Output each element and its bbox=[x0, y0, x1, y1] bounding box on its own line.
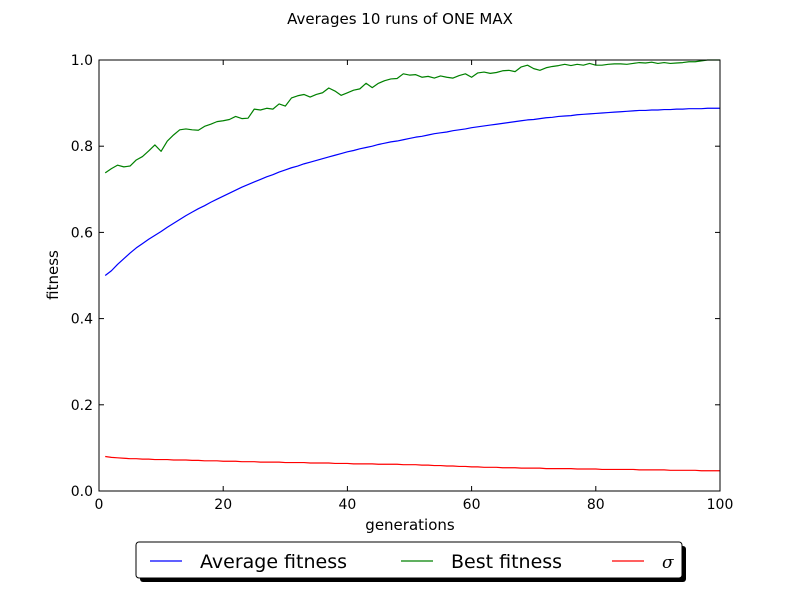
y-tick-label: 0.8 bbox=[71, 139, 93, 155]
x-tick-label: 100 bbox=[707, 497, 734, 513]
y-axis-label: fitness bbox=[44, 250, 62, 300]
legend-label-1: Best fitness bbox=[451, 551, 562, 573]
y-tick-label: 0.2 bbox=[71, 398, 93, 414]
legend-label-2: σ bbox=[662, 553, 674, 573]
series-layer bbox=[104, 59, 720, 472]
x-tick-label: 0 bbox=[95, 497, 104, 513]
series-line-1 bbox=[104, 59, 720, 174]
x-tick-label: 60 bbox=[463, 497, 481, 513]
x-tick-label: 20 bbox=[214, 497, 232, 513]
chart-title: Averages 10 runs of ONE MAX bbox=[287, 10, 513, 28]
y-axis-tick-labels: 0.0 0.2 0.4 0.6 0.8 1.0 bbox=[71, 53, 93, 500]
legend-box bbox=[135, 541, 683, 579]
y-tick-label: 1.0 bbox=[71, 53, 93, 69]
y-tick-label: 0.6 bbox=[71, 225, 93, 241]
plot-area bbox=[98, 59, 721, 492]
legend: Average fitness Best fitness σ bbox=[135, 541, 686, 582]
plot-frame bbox=[98, 59, 721, 492]
x-axis-label: generations bbox=[365, 516, 455, 534]
legend-label-0: Average fitness bbox=[200, 551, 347, 573]
x-tick-label: 40 bbox=[338, 497, 356, 513]
y-tick-label: 0.0 bbox=[71, 484, 93, 500]
y-tick-label: 0.4 bbox=[71, 312, 93, 328]
series-line-2 bbox=[105, 455, 720, 472]
x-axis-tick-labels: 0 20 40 60 80 100 bbox=[95, 497, 734, 513]
series-line-0 bbox=[104, 107, 720, 276]
legend-entries: Average fitness Best fitness σ bbox=[150, 551, 674, 573]
x-tick-label: 80 bbox=[587, 497, 605, 513]
plot-background bbox=[99, 60, 720, 491]
